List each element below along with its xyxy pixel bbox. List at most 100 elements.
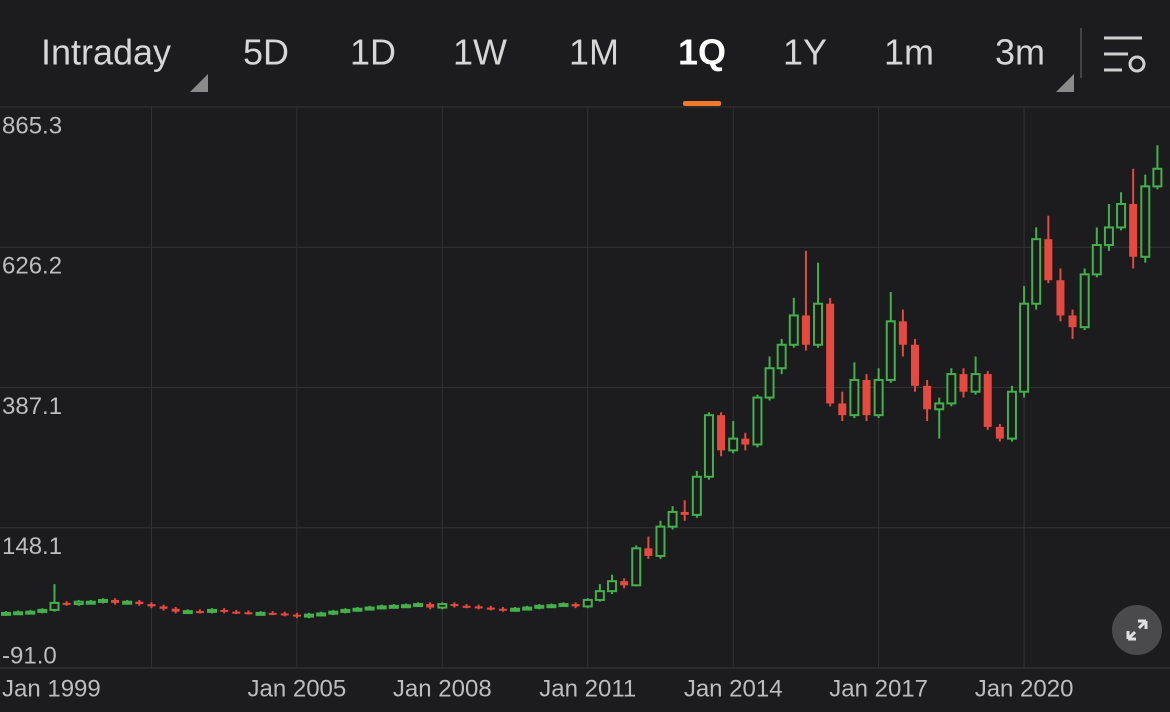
candle-body — [546, 604, 557, 609]
candle-body — [135, 601, 144, 605]
candle-body — [207, 608, 218, 613]
candle-body — [1129, 203, 1138, 257]
timeframe-tab[interactable]: 1Y — [783, 32, 827, 73]
candle-body — [558, 603, 569, 608]
candle-body — [1019, 302, 1030, 393]
timeframe-tab[interactable]: Intraday — [41, 32, 171, 73]
candle-body — [620, 581, 629, 586]
candle-body — [655, 525, 666, 557]
candle-body — [862, 379, 871, 416]
candle-body — [995, 426, 1004, 439]
candle-body — [728, 437, 739, 452]
timeframe-tab[interactable]: 1M — [569, 32, 619, 73]
timeframe-tab[interactable]: 1Q — [678, 32, 726, 73]
candle-body — [474, 606, 483, 609]
candle-body — [873, 378, 884, 417]
candle-body — [1152, 167, 1163, 188]
candle-body — [159, 606, 168, 609]
expand-button[interactable] — [1112, 605, 1162, 655]
candle-body — [934, 402, 945, 411]
candle-body — [498, 608, 507, 611]
settings-icon[interactable] — [1104, 36, 1146, 73]
timeframe-tab[interactable]: 1m — [884, 32, 934, 73]
candle-body — [97, 598, 108, 603]
candle-body — [571, 604, 580, 607]
candle-body — [413, 603, 424, 608]
candle-body — [522, 606, 533, 611]
candle-body — [450, 604, 459, 607]
candle-body — [220, 609, 229, 612]
candle-body — [911, 344, 919, 386]
candle-body — [25, 610, 36, 615]
candle-body — [388, 604, 399, 609]
candle-body — [255, 611, 266, 616]
candle-body — [426, 604, 435, 608]
candle-body — [764, 367, 775, 399]
candle-body — [607, 580, 617, 593]
candle-body — [1116, 202, 1127, 229]
y-tick-label: -91.0 — [2, 642, 57, 669]
candle-body — [268, 612, 277, 615]
candle-body — [49, 601, 60, 611]
timeframe-tab[interactable]: 1D — [350, 32, 396, 73]
candle-body — [62, 602, 71, 605]
candle-body — [1091, 244, 1102, 276]
dropdown-corner — [190, 74, 208, 92]
candle-body — [849, 378, 860, 417]
candle-body — [717, 415, 726, 451]
candle-body — [703, 414, 714, 478]
candle-body — [752, 396, 763, 446]
candle-body — [195, 611, 204, 614]
candle-body — [111, 599, 120, 603]
candle-body — [1079, 273, 1090, 329]
candle-body — [292, 614, 301, 617]
candle-body — [232, 611, 241, 614]
x-tick-label: Jan 1999 — [2, 675, 101, 702]
candle-body — [1103, 226, 1114, 247]
x-tick-label: Jan 2005 — [247, 675, 346, 702]
candle-body — [534, 604, 545, 609]
candle-body — [826, 303, 835, 404]
candle-body — [1006, 390, 1017, 440]
candle-body — [813, 302, 824, 346]
timeframe-bar: Intraday 5D 1D 1W 1M 1Q 1Y 1m 3m — [41, 32, 1045, 106]
timeframe-tab[interactable]: 3m — [995, 32, 1045, 73]
dropdown-corner — [1056, 74, 1074, 92]
candle-body — [1068, 315, 1077, 328]
timeframe-tab[interactable]: 5D — [243, 32, 289, 73]
candle-body — [13, 611, 24, 616]
candle-body — [147, 604, 156, 607]
x-tick-label: Jan 2011 — [539, 675, 636, 702]
candle-body — [1044, 239, 1053, 281]
candle-body — [352, 607, 363, 612]
candle-body — [788, 314, 799, 346]
candle-body — [1140, 185, 1151, 258]
active-indicator — [683, 101, 721, 106]
candle-body — [644, 548, 653, 556]
candle-body — [340, 608, 351, 613]
candle-body — [582, 598, 593, 608]
candle-body — [510, 607, 521, 612]
candle-body — [898, 321, 907, 345]
candle-body — [328, 610, 339, 615]
candle-body — [838, 403, 847, 416]
candle-body — [244, 612, 253, 615]
candle-body — [667, 510, 678, 528]
x-tick-label: Jan 2020 — [975, 675, 1074, 702]
candle-body — [280, 613, 289, 616]
y-tick-label: 865.3 — [2, 112, 62, 139]
candle-body — [85, 600, 96, 605]
candle-body — [1031, 238, 1042, 305]
timeframe-tab[interactable]: 1W — [453, 32, 507, 73]
y-tick-label: 387.1 — [2, 393, 62, 420]
candle-body — [486, 607, 495, 610]
candle-body — [37, 608, 48, 613]
candle-body — [594, 590, 605, 601]
candle-body — [304, 613, 314, 618]
candle-body — [631, 547, 642, 587]
candle-body — [182, 610, 193, 615]
candle-body — [171, 608, 180, 612]
candle-body — [959, 374, 968, 392]
candle-body — [680, 511, 689, 515]
candle-body — [970, 373, 981, 393]
